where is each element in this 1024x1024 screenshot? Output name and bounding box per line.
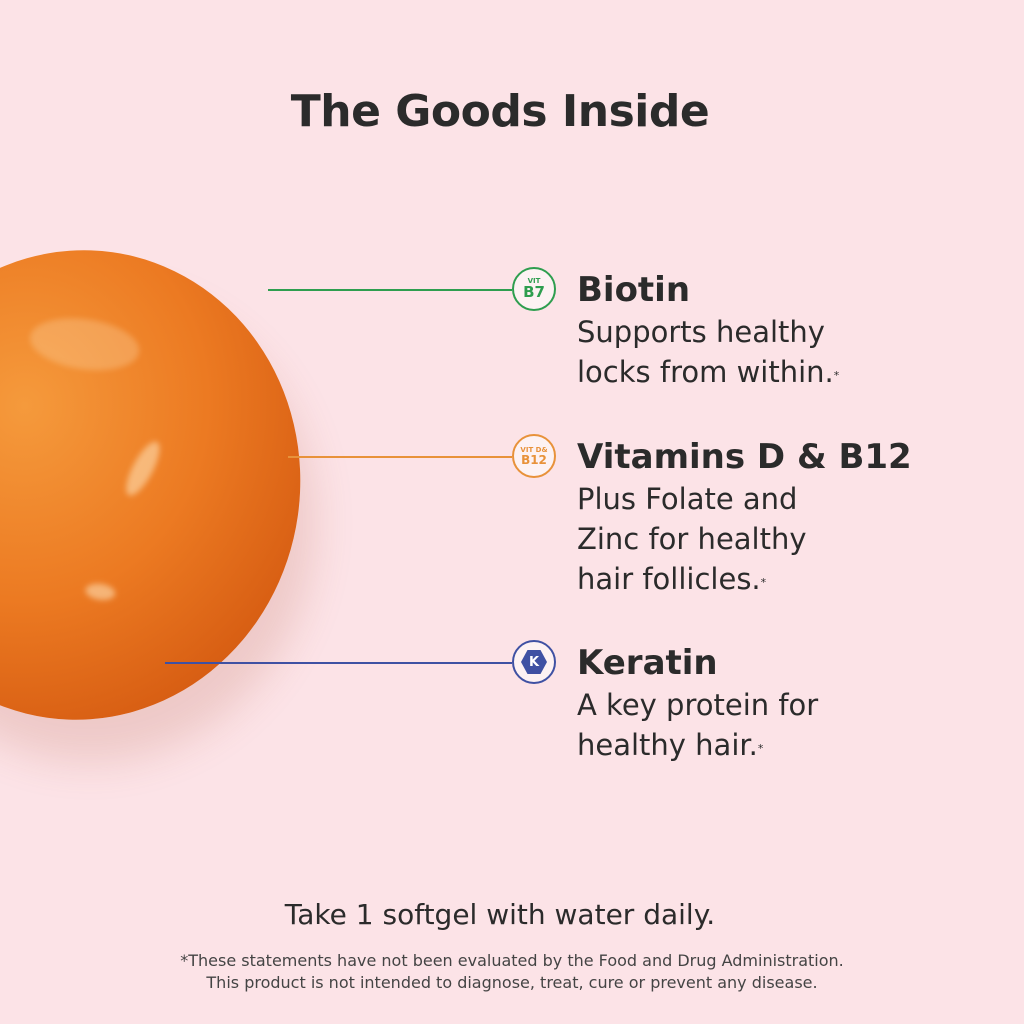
disclaimer-line: *These statements have not been evaluate… <box>180 951 844 970</box>
ingredient-name: Vitamins D & B12 <box>577 437 912 477</box>
ingredient-name: Biotin <box>577 270 691 310</box>
vitamin-b7-badge-icon: VIT B7 <box>512 267 556 311</box>
ingredient-description: Supports healthy locks from within.* <box>577 315 840 389</box>
ingredient-name: Keratin <box>577 643 718 683</box>
badge-label-main: K <box>528 654 540 670</box>
directions: Take 1 softgel with water daily. <box>284 898 716 931</box>
ingredient-description: Plus Folate and Zinc for healthy hair foll… <box>577 482 807 596</box>
connector-line-biotin <box>268 289 512 291</box>
ingredient-vitamins-d-b12: Vitamins D & B12 Plus Folate and Zinc for… <box>577 437 912 599</box>
vitamin-d-b12-badge-icon: VIT D& B12 <box>512 434 556 478</box>
badge-label-top: VIT <box>527 277 541 285</box>
connector-line-vitamins <box>288 456 512 458</box>
ingredient-biotin: Biotin Supports healthy locks from within… <box>577 270 839 392</box>
softgel-image <box>0 221 331 749</box>
page-title: The Goods Inside <box>290 86 710 137</box>
badge-label-main: B12 <box>521 452 547 467</box>
disclaimer-line: This product is not intended to diagnose… <box>206 973 818 992</box>
connector-line-keratin <box>165 662 512 664</box>
ingredient-description: A key protein for healthy hair.* <box>577 688 819 762</box>
ingredient-keratin: Keratin A key protein for healthy hair.* <box>577 643 818 765</box>
badge-label-main: B7 <box>523 283 545 301</box>
badge-label-top: VIT D& <box>520 445 548 454</box>
disclaimer: *These statements have not been evaluate… <box>0 950 1024 994</box>
keratin-hexagon-icon: K <box>512 640 556 684</box>
